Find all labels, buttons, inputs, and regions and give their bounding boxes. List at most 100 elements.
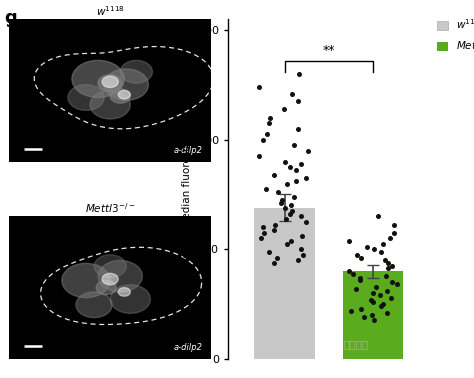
Point: [287, 203, 294, 209]
Text: a-dilp2: a-dilp2: [174, 343, 203, 352]
Legend: $w^{1118}$, $Mettl3^{-/-}$: $w^{1118}$, $Mettl3^{-/-}$: [437, 17, 474, 52]
Point: [302, 219, 310, 225]
Bar: [255, 208, 315, 359]
Point: [300, 252, 307, 258]
Point: [294, 125, 302, 132]
Point: [388, 279, 396, 285]
Point: [271, 222, 279, 228]
Point: [282, 204, 289, 211]
Circle shape: [102, 76, 118, 88]
Point: [357, 255, 365, 261]
Point: [367, 297, 375, 303]
Point: [257, 235, 264, 242]
Point: [261, 230, 268, 236]
Y-axis label: dilp2 median fluorescence: dilp2 median fluorescence: [182, 120, 192, 258]
Title: $Mettl3^{-/-}$: $Mettl3^{-/-}$: [85, 201, 135, 215]
Point: [295, 71, 302, 77]
Point: [255, 84, 263, 90]
Point: [282, 215, 290, 222]
Point: [360, 314, 368, 321]
Point: [393, 282, 401, 288]
Point: [363, 244, 371, 250]
Bar: [343, 271, 403, 359]
Point: [383, 288, 391, 294]
Text: **: **: [323, 44, 335, 57]
Circle shape: [110, 285, 150, 313]
Point: [390, 230, 398, 236]
Point: [347, 308, 355, 314]
Point: [304, 147, 312, 153]
Point: [291, 142, 298, 148]
Point: [288, 90, 295, 96]
Point: [378, 248, 385, 254]
Circle shape: [98, 260, 142, 292]
Point: [370, 246, 378, 253]
Point: [286, 211, 294, 217]
Point: [353, 252, 361, 258]
Point: [270, 226, 278, 232]
Point: [376, 293, 384, 299]
Point: [283, 180, 291, 186]
Point: [265, 248, 273, 254]
Point: [292, 178, 300, 184]
Point: [283, 241, 291, 247]
Text: g: g: [5, 9, 18, 28]
Point: [357, 305, 365, 311]
Point: [262, 186, 270, 192]
Circle shape: [118, 288, 130, 296]
Title: $w^{1118}$: $w^{1118}$: [96, 4, 125, 18]
Point: [349, 271, 357, 277]
Point: [298, 246, 305, 253]
Point: [264, 131, 271, 137]
Point: [381, 257, 388, 263]
Point: [298, 233, 306, 239]
Circle shape: [120, 60, 153, 83]
Point: [384, 265, 392, 271]
Point: [388, 263, 395, 269]
Point: [390, 222, 398, 228]
Circle shape: [104, 69, 148, 101]
Point: [282, 158, 289, 164]
Circle shape: [102, 273, 118, 285]
Circle shape: [96, 280, 116, 295]
Point: [369, 299, 377, 305]
Point: [265, 120, 273, 126]
Circle shape: [118, 90, 130, 99]
Circle shape: [90, 90, 130, 119]
Point: [270, 172, 277, 178]
Point: [281, 106, 288, 112]
Circle shape: [62, 263, 110, 297]
Point: [303, 175, 310, 181]
Point: [292, 167, 300, 174]
Point: [386, 235, 393, 242]
Point: [287, 164, 294, 170]
Point: [270, 260, 278, 266]
Point: [356, 277, 364, 283]
Point: [294, 98, 301, 104]
Point: [294, 257, 301, 263]
Point: [379, 241, 387, 247]
Point: [377, 304, 385, 310]
Circle shape: [94, 255, 126, 277]
Point: [297, 161, 305, 167]
Circle shape: [76, 292, 112, 318]
Point: [290, 194, 298, 200]
Point: [266, 115, 274, 121]
Point: [278, 197, 285, 203]
Text: 娚泿生物: 娚泿生物: [343, 339, 368, 349]
Point: [353, 286, 360, 292]
Point: [277, 200, 285, 206]
Point: [383, 310, 391, 316]
Point: [255, 153, 263, 159]
Point: [387, 294, 395, 301]
Point: [345, 268, 353, 274]
Point: [383, 273, 390, 279]
Point: [274, 189, 282, 195]
Point: [373, 284, 380, 290]
Point: [259, 225, 267, 231]
Point: [384, 260, 392, 266]
Point: [369, 290, 376, 296]
Point: [356, 275, 364, 281]
Point: [287, 237, 295, 243]
Point: [370, 316, 377, 322]
